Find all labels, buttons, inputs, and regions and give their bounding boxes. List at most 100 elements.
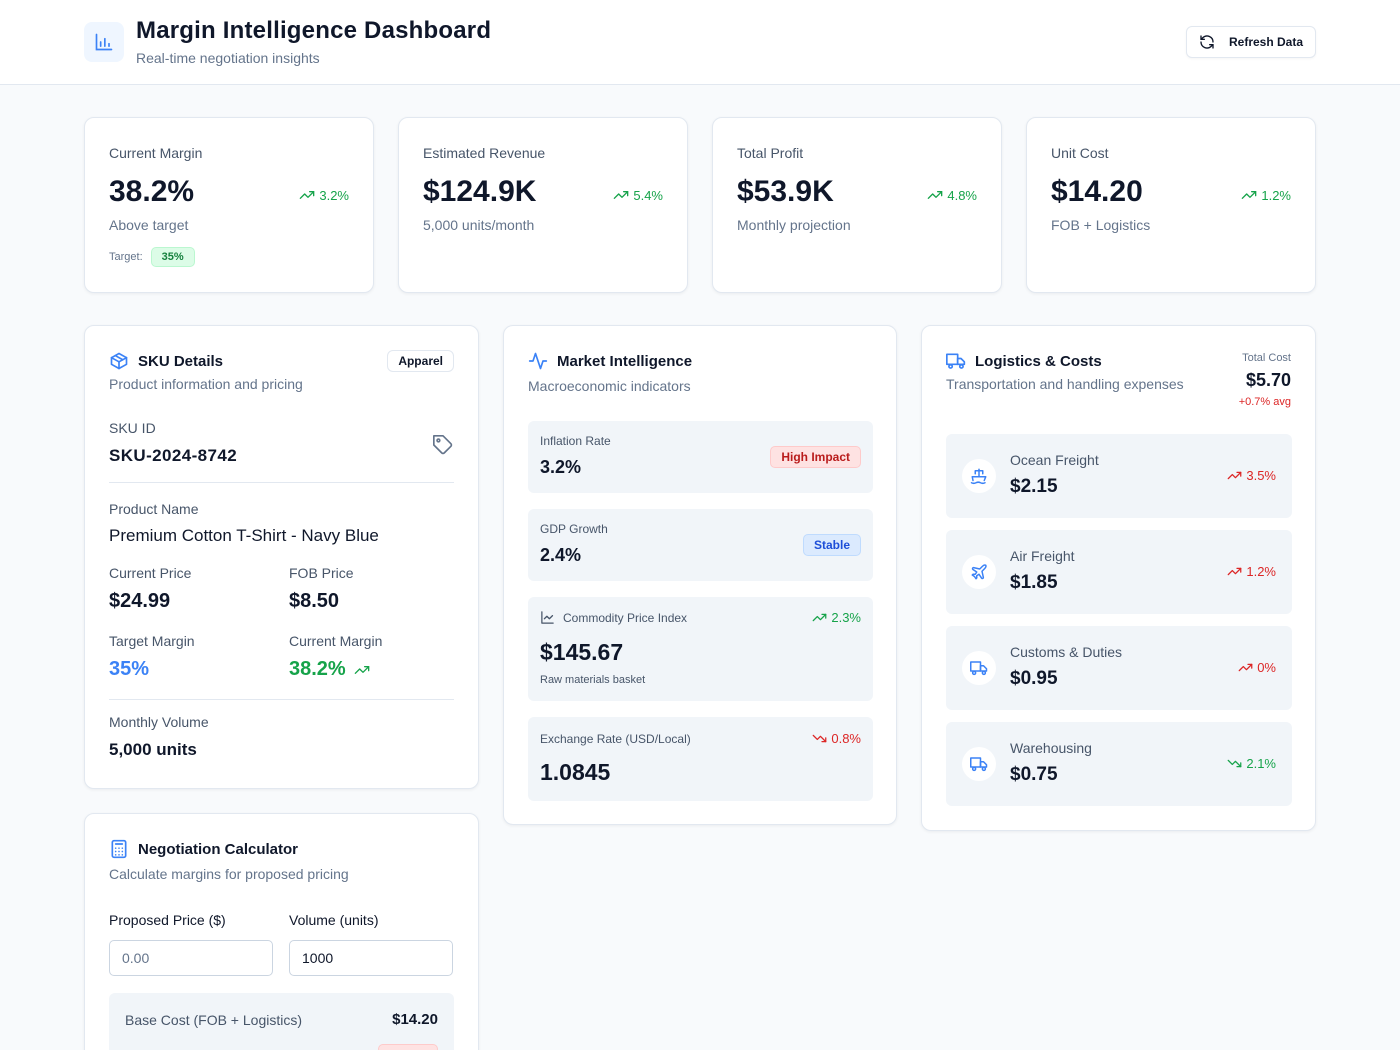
target-margin-label: Target Margin bbox=[109, 633, 195, 649]
item-value: $0.95 bbox=[1010, 668, 1058, 689]
item-value: $0.75 bbox=[1010, 764, 1058, 785]
item-trend: 2.1% bbox=[1227, 756, 1276, 771]
market-intelligence-card: Market Intelligence Macroeconomic indica… bbox=[503, 325, 897, 825]
trending-down-icon bbox=[812, 731, 827, 746]
kpi-trend: 4.8% bbox=[927, 187, 977, 203]
trending-up-icon bbox=[299, 187, 315, 203]
kpi-card-total-profit: Total Profit $53.9K 4.8% Monthly project… bbox=[712, 117, 1002, 293]
target-label: Target: bbox=[109, 251, 143, 263]
kpi-card-current-margin: Current Margin 38.2% 3.2% Above target T… bbox=[84, 117, 374, 293]
truck-icon bbox=[946, 351, 966, 371]
sku-id-label: SKU ID bbox=[109, 420, 156, 436]
tile-label: Inflation Rate bbox=[540, 434, 611, 448]
refresh-data-label: Refresh Data bbox=[1229, 35, 1304, 49]
tile-value: 3.2% bbox=[540, 457, 582, 477]
kpi-card-estimated-revenue: Estimated Revenue $124.9K 5.4% 5,000 uni… bbox=[398, 117, 688, 293]
tile-label: Commodity Price Index bbox=[563, 610, 688, 625]
tag-icon[interactable] bbox=[432, 434, 454, 456]
divider bbox=[109, 699, 454, 700]
product-name-label: Product Name bbox=[109, 501, 199, 517]
item-trend: 0% bbox=[1238, 660, 1276, 675]
kpi-subtext: FOB + Logistics bbox=[1051, 217, 1151, 233]
total-cost-avg: +0.7% avg bbox=[1238, 396, 1291, 408]
section-subtitle: Macroeconomic indicators bbox=[528, 378, 691, 394]
item-value: $1.85 bbox=[1010, 572, 1058, 593]
sku-details-card: SKU Details Product information and pric… bbox=[84, 325, 479, 789]
fob-price-value: $8.50 bbox=[289, 590, 340, 612]
current-margin-row: 38.2% bbox=[289, 658, 370, 681]
kpi-subtext: Monthly projection bbox=[737, 217, 851, 233]
kpi-trend: 3.2% bbox=[299, 187, 349, 203]
page-subtitle: Real-time negotiation insights bbox=[136, 50, 320, 66]
proposed-price-label: Proposed Price ($) bbox=[109, 912, 226, 928]
logistics-item-warehousing: Warehousing $0.75 2.1% bbox=[946, 722, 1292, 806]
kpi-subtext: Above target bbox=[109, 217, 189, 233]
status-badge bbox=[378, 1044, 438, 1050]
item-label: Warehousing bbox=[1010, 740, 1092, 756]
kpi-value: $124.9K bbox=[423, 175, 537, 208]
refresh-icon bbox=[1199, 34, 1215, 50]
section-title: Negotiation Calculator bbox=[109, 839, 298, 859]
trending-up-icon bbox=[1241, 187, 1257, 203]
line-chart-icon bbox=[540, 610, 555, 625]
commodity-price-tile: Commodity Price Index 2.3% $145.67 Raw m… bbox=[528, 597, 873, 701]
page-title: Margin Intelligence Dashboard bbox=[136, 17, 492, 44]
section-title: Market Intelligence bbox=[528, 351, 692, 371]
bar-chart-icon bbox=[94, 32, 114, 52]
item-trend: 1.2% bbox=[1227, 564, 1276, 579]
item-label: Air Freight bbox=[1010, 548, 1075, 564]
gdp-growth-tile: GDP Growth 2.4% Stable bbox=[528, 509, 873, 581]
trending-up-icon bbox=[812, 610, 827, 625]
exchange-rate-tile: Exchange Rate (USD/Local) 0.8% 1.0845 bbox=[528, 717, 873, 801]
current-margin-label: Current Margin bbox=[289, 633, 383, 649]
kpi-card-unit-cost: Unit Cost $14.20 1.2% FOB + Logistics bbox=[1026, 117, 1316, 293]
plane-icon bbox=[962, 555, 996, 589]
refresh-data-button[interactable]: Refresh Data bbox=[1186, 26, 1316, 58]
trending-up-icon bbox=[927, 187, 943, 203]
tile-value: 1.0845 bbox=[540, 759, 611, 785]
logistics-item-air-freight: Air Freight $1.85 1.2% bbox=[946, 530, 1292, 614]
section-subtitle: Calculate margins for proposed pricing bbox=[109, 866, 349, 882]
tile-label: GDP Growth bbox=[540, 522, 608, 536]
fob-price-label: FOB Price bbox=[289, 565, 354, 581]
activity-icon bbox=[528, 351, 548, 371]
kpi-subtext: 5,000 units/month bbox=[423, 217, 535, 233]
truck-icon bbox=[962, 651, 996, 685]
monthly-volume-value: 5,000 units bbox=[109, 740, 197, 759]
item-label: Ocean Freight bbox=[1010, 452, 1099, 468]
target-margin-value: 35% bbox=[109, 658, 150, 680]
kpi-label: Total Profit bbox=[737, 145, 804, 161]
base-cost-label: Base Cost (FOB + Logistics) bbox=[125, 1012, 303, 1028]
kpi-trend: 1.2% bbox=[1241, 187, 1291, 203]
tile-trend: 2.3% bbox=[812, 610, 861, 625]
package-icon bbox=[109, 351, 129, 371]
trending-down-icon bbox=[1227, 756, 1242, 771]
impact-badge: High Impact bbox=[770, 446, 861, 468]
tile-label: Exchange Rate (USD/Local) bbox=[540, 732, 691, 746]
total-cost-label: Total Cost bbox=[1242, 352, 1291, 364]
tile-trend: 0.8% bbox=[812, 731, 861, 746]
logistics-costs-card: Logistics & Costs Transportation and han… bbox=[921, 325, 1316, 831]
section-title: Logistics & Costs bbox=[946, 351, 1102, 371]
item-label: Customs & Duties bbox=[1010, 644, 1123, 660]
kpi-value: $53.9K bbox=[737, 175, 834, 208]
section-subtitle: Transportation and handling expenses bbox=[946, 376, 1184, 392]
current-price-label: Current Price bbox=[109, 565, 192, 581]
tile-value: $145.67 bbox=[540, 639, 624, 665]
truck-icon bbox=[962, 747, 996, 781]
base-cost-panel: Base Cost (FOB + Logistics) $14.20 bbox=[109, 993, 454, 1050]
item-trend: 3.5% bbox=[1227, 468, 1276, 483]
ship-icon bbox=[962, 459, 996, 493]
current-margin-value: 38.2% bbox=[289, 658, 346, 680]
proposed-price-input[interactable] bbox=[109, 940, 273, 976]
trending-up-icon bbox=[613, 187, 629, 203]
calculator-icon bbox=[109, 839, 129, 859]
volume-input[interactable] bbox=[289, 940, 453, 976]
logo bbox=[84, 22, 124, 62]
status-badge: Stable bbox=[802, 534, 861, 556]
section-subtitle: Product information and pricing bbox=[109, 376, 303, 392]
item-value: $2.15 bbox=[1010, 476, 1058, 497]
base-cost-value: $14.20 bbox=[392, 1011, 438, 1028]
trending-up-icon bbox=[354, 662, 370, 678]
logistics-item-ocean-freight: Ocean Freight $2.15 3.5% bbox=[946, 434, 1292, 518]
